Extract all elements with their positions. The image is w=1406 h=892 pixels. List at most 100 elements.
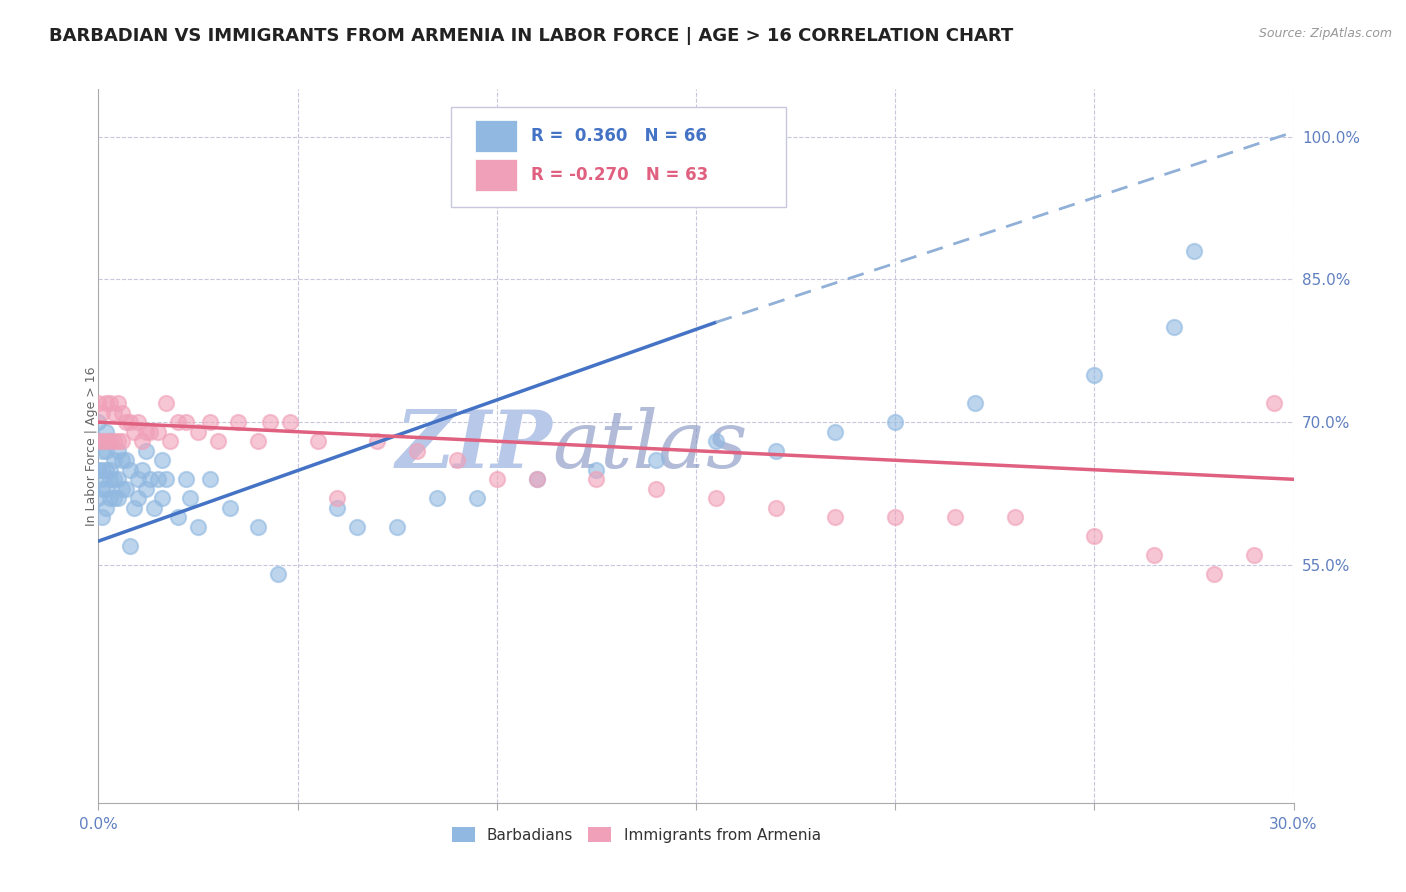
Point	[87, 434, 110, 449]
Point	[91, 472, 114, 486]
Point	[150, 491, 173, 506]
Point	[107, 443, 129, 458]
Point	[278, 415, 301, 429]
Point	[207, 434, 229, 449]
Point	[187, 520, 209, 534]
Point	[645, 453, 668, 467]
Point	[143, 500, 166, 515]
Point	[96, 443, 118, 458]
Point	[526, 472, 548, 486]
Point	[187, 425, 209, 439]
Point	[326, 491, 349, 506]
Point	[96, 434, 118, 449]
Bar	[475, 159, 517, 191]
Point	[1243, 549, 1265, 563]
Point	[111, 453, 134, 467]
Point	[115, 453, 138, 467]
Point	[307, 434, 329, 449]
Point	[139, 425, 162, 439]
Point	[167, 415, 190, 429]
Point	[98, 396, 122, 410]
Point	[91, 443, 114, 458]
Point	[131, 434, 153, 449]
Point	[366, 434, 388, 449]
Point	[198, 415, 221, 429]
Point	[174, 415, 197, 429]
Point	[135, 482, 157, 496]
Point	[120, 463, 142, 477]
Point	[226, 415, 249, 429]
Point	[98, 472, 122, 486]
Point	[426, 491, 449, 506]
Point	[1083, 529, 1105, 543]
Point	[174, 472, 197, 486]
Point	[765, 500, 787, 515]
Text: Source: ZipAtlas.com: Source: ZipAtlas.com	[1258, 27, 1392, 40]
Point	[1202, 567, 1225, 582]
Point	[107, 491, 129, 506]
Point	[148, 472, 170, 486]
Point	[139, 472, 162, 486]
Bar	[475, 120, 517, 152]
Point	[135, 443, 157, 458]
Point	[824, 510, 846, 524]
Point	[103, 434, 125, 449]
Point	[585, 463, 607, 477]
Point	[91, 406, 114, 420]
Point	[107, 396, 129, 410]
Point	[1263, 396, 1285, 410]
Point	[120, 415, 142, 429]
Text: ZIP: ZIP	[395, 408, 553, 484]
Point	[111, 434, 134, 449]
Point	[884, 510, 907, 524]
Text: R = -0.270   N = 63: R = -0.270 N = 63	[531, 166, 709, 184]
Point	[246, 520, 269, 534]
Point	[155, 396, 177, 410]
Point	[645, 482, 668, 496]
Point	[150, 453, 173, 467]
Point	[87, 434, 110, 449]
Point	[98, 463, 122, 477]
Point	[406, 443, 429, 458]
Point	[91, 463, 114, 477]
Point	[87, 463, 110, 477]
Point	[1004, 510, 1026, 524]
Point	[179, 491, 201, 506]
Point	[135, 425, 157, 439]
Point	[259, 415, 281, 429]
Point	[198, 472, 221, 486]
Point	[127, 472, 149, 486]
Point	[96, 463, 118, 477]
Point	[103, 472, 125, 486]
Point	[96, 500, 118, 515]
Point	[127, 415, 149, 429]
Point	[96, 482, 118, 496]
Point	[124, 425, 146, 439]
Point	[120, 539, 142, 553]
Point	[446, 453, 468, 467]
Point	[103, 453, 125, 467]
Point	[96, 425, 118, 439]
Point	[115, 482, 138, 496]
Point	[167, 510, 190, 524]
Legend: Barbadians, Immigrants from Armenia: Barbadians, Immigrants from Armenia	[446, 821, 827, 848]
Point	[219, 500, 242, 515]
Point	[585, 472, 607, 486]
Point	[326, 500, 349, 515]
Point	[1083, 368, 1105, 382]
Y-axis label: In Labor Force | Age > 16: In Labor Force | Age > 16	[84, 367, 98, 525]
Point	[884, 415, 907, 429]
Point	[124, 500, 146, 515]
Point	[127, 491, 149, 506]
Text: BARBADIAN VS IMMIGRANTS FROM ARMENIA IN LABOR FORCE | AGE > 16 CORRELATION CHART: BARBADIAN VS IMMIGRANTS FROM ARMENIA IN …	[49, 27, 1014, 45]
Point	[111, 406, 134, 420]
Text: atlas: atlas	[553, 408, 748, 484]
Point	[824, 425, 846, 439]
Point	[943, 510, 966, 524]
Point	[346, 520, 368, 534]
Point	[96, 396, 118, 410]
Text: R =  0.360   N = 66: R = 0.360 N = 66	[531, 127, 707, 145]
Point	[103, 491, 125, 506]
Point	[1182, 244, 1205, 258]
Point	[91, 482, 114, 496]
